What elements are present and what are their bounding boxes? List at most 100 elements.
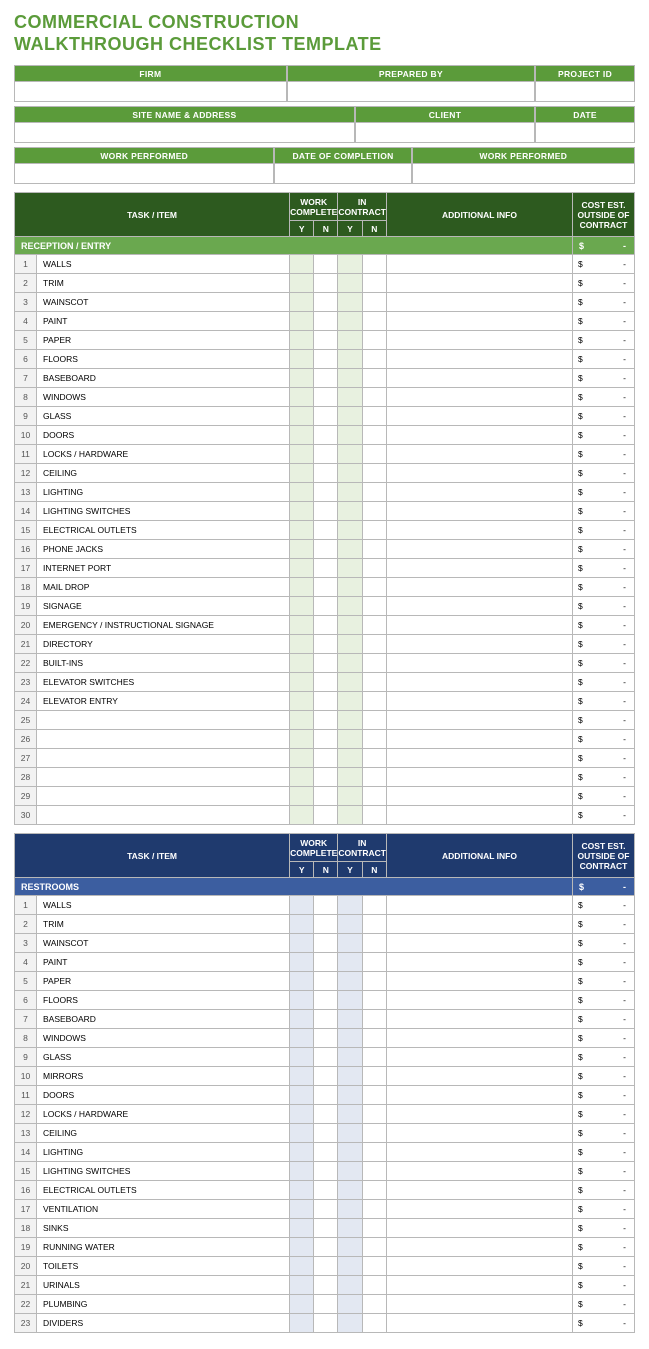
ic-n-cell[interactable]	[362, 388, 386, 407]
wc-n-cell[interactable]	[314, 692, 338, 711]
ic-n-cell[interactable]	[362, 972, 386, 991]
cost-cell[interactable]: $-	[573, 1029, 635, 1048]
wc-y-cell[interactable]	[290, 1238, 314, 1257]
info-cell[interactable]	[387, 1257, 573, 1276]
wc-y-cell[interactable]	[290, 445, 314, 464]
wc-y-cell[interactable]	[290, 635, 314, 654]
cost-cell[interactable]: $-	[573, 806, 635, 825]
ic-y-cell[interactable]	[338, 578, 362, 597]
item-cell[interactable]: DOORS	[37, 426, 290, 445]
ic-y-cell[interactable]	[338, 991, 362, 1010]
item-cell[interactable]: WALLS	[37, 255, 290, 274]
ic-y-cell[interactable]	[338, 407, 362, 426]
item-cell[interactable]: DIVIDERS	[37, 1314, 290, 1333]
item-cell[interactable]: LIGHTING SWITCHES	[37, 502, 290, 521]
cost-cell[interactable]: $-	[573, 1295, 635, 1314]
ic-n-cell[interactable]	[362, 559, 386, 578]
wc-n-cell[interactable]	[314, 768, 338, 787]
work2-input[interactable]	[412, 164, 634, 184]
wc-y-cell[interactable]	[290, 711, 314, 730]
ic-y-cell[interactable]	[338, 1105, 362, 1124]
info-cell[interactable]	[387, 464, 573, 483]
ic-n-cell[interactable]	[362, 502, 386, 521]
info-cell[interactable]	[387, 407, 573, 426]
ic-y-cell[interactable]	[338, 1124, 362, 1143]
firm-input[interactable]	[15, 82, 287, 102]
info-cell[interactable]	[387, 1276, 573, 1295]
item-cell[interactable]	[37, 787, 290, 806]
item-cell[interactable]: LOCKS / HARDWARE	[37, 1105, 290, 1124]
info-cell[interactable]	[387, 787, 573, 806]
cost-cell[interactable]: $-	[573, 1314, 635, 1333]
item-cell[interactable]	[37, 749, 290, 768]
info-cell[interactable]	[387, 483, 573, 502]
wc-n-cell[interactable]	[314, 1067, 338, 1086]
ic-y-cell[interactable]	[338, 1257, 362, 1276]
date-input[interactable]	[536, 123, 635, 143]
info-cell[interactable]	[387, 1295, 573, 1314]
item-cell[interactable]	[37, 730, 290, 749]
cost-cell[interactable]: $-	[573, 407, 635, 426]
info-cell[interactable]	[387, 1010, 573, 1029]
info-cell[interactable]	[387, 1048, 573, 1067]
cost-cell[interactable]: $-	[573, 635, 635, 654]
ic-n-cell[interactable]	[362, 1029, 386, 1048]
ic-n-cell[interactable]	[362, 673, 386, 692]
item-cell[interactable]: MAIL DROP	[37, 578, 290, 597]
ic-y-cell[interactable]	[338, 1238, 362, 1257]
cost-cell[interactable]: $-	[573, 673, 635, 692]
wc-n-cell[interactable]	[314, 464, 338, 483]
item-cell[interactable]: SIGNAGE	[37, 597, 290, 616]
wc-n-cell[interactable]	[314, 635, 338, 654]
wc-n-cell[interactable]	[314, 407, 338, 426]
item-cell[interactable]: WALLS	[37, 896, 290, 915]
wc-y-cell[interactable]	[290, 578, 314, 597]
item-cell[interactable]: PHONE JACKS	[37, 540, 290, 559]
ic-n-cell[interactable]	[362, 1067, 386, 1086]
item-cell[interactable]: ELEVATOR SWITCHES	[37, 673, 290, 692]
wc-y-cell[interactable]	[290, 896, 314, 915]
wc-n-cell[interactable]	[314, 896, 338, 915]
ic-y-cell[interactable]	[338, 559, 362, 578]
wc-n-cell[interactable]	[314, 972, 338, 991]
wc-y-cell[interactable]	[290, 597, 314, 616]
ic-n-cell[interactable]	[362, 597, 386, 616]
wc-n-cell[interactable]	[314, 749, 338, 768]
ic-y-cell[interactable]	[338, 502, 362, 521]
ic-n-cell[interactable]	[362, 749, 386, 768]
wc-n-cell[interactable]	[314, 1219, 338, 1238]
ic-n-cell[interactable]	[362, 915, 386, 934]
cost-cell[interactable]: $-	[573, 1105, 635, 1124]
ic-n-cell[interactable]	[362, 1162, 386, 1181]
ic-n-cell[interactable]	[362, 806, 386, 825]
wc-y-cell[interactable]	[290, 293, 314, 312]
info-cell[interactable]	[387, 991, 573, 1010]
ic-n-cell[interactable]	[362, 1219, 386, 1238]
wc-y-cell[interactable]	[290, 1314, 314, 1333]
item-cell[interactable]: WINDOWS	[37, 1029, 290, 1048]
ic-y-cell[interactable]	[338, 1181, 362, 1200]
item-cell[interactable]: LIGHTING	[37, 1143, 290, 1162]
ic-y-cell[interactable]	[338, 331, 362, 350]
info-cell[interactable]	[387, 331, 573, 350]
ic-y-cell[interactable]	[338, 1200, 362, 1219]
wc-y-cell[interactable]	[290, 274, 314, 293]
ic-n-cell[interactable]	[362, 1276, 386, 1295]
cost-cell[interactable]: $-	[573, 1276, 635, 1295]
ic-y-cell[interactable]	[338, 616, 362, 635]
item-cell[interactable]: CEILING	[37, 464, 290, 483]
ic-n-cell[interactable]	[362, 896, 386, 915]
wc-n-cell[interactable]	[314, 1105, 338, 1124]
cost-cell[interactable]: $-	[573, 502, 635, 521]
ic-y-cell[interactable]	[338, 953, 362, 972]
item-cell[interactable]	[37, 768, 290, 787]
ic-y-cell[interactable]	[338, 1048, 362, 1067]
wc-y-cell[interactable]	[290, 312, 314, 331]
info-cell[interactable]	[387, 521, 573, 540]
wc-y-cell[interactable]	[290, 521, 314, 540]
ic-n-cell[interactable]	[362, 407, 386, 426]
wc-n-cell[interactable]	[314, 1124, 338, 1143]
info-cell[interactable]	[387, 768, 573, 787]
cost-cell[interactable]: $-	[573, 331, 635, 350]
wc-n-cell[interactable]	[314, 1048, 338, 1067]
